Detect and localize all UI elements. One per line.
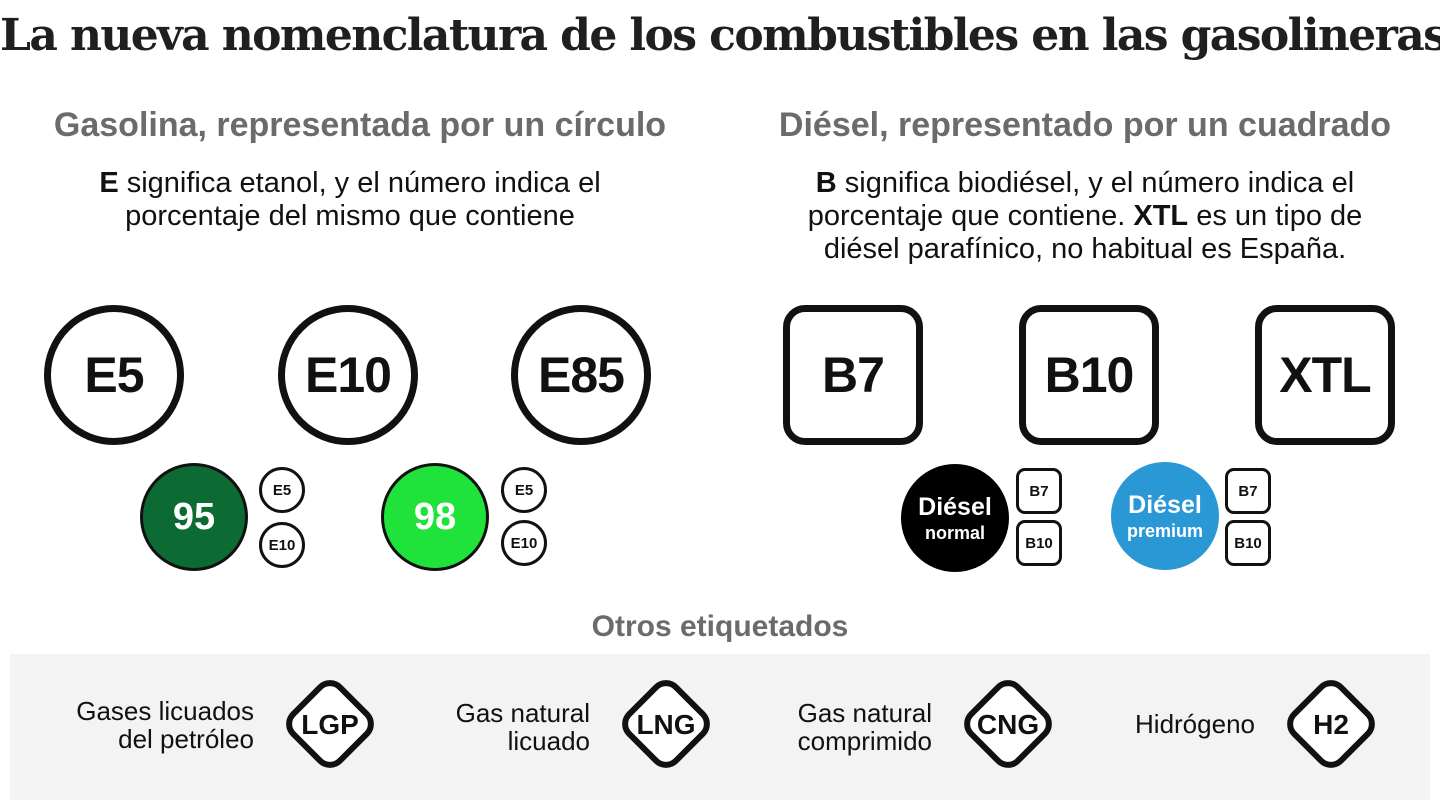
diesel-description: B significa biodiésel, y el número indic… [735,167,1435,266]
pump-95: 95 [140,463,248,571]
diesel-desc-text2a: porcentaje que contiene. [807,200,1134,232]
pump-95-compatible-e5: E5 [259,467,305,513]
other-label-h2-line1: Hidrógeno [1135,709,1255,739]
pump-diesel-normal-line2: normal [924,522,985,543]
pump-diesel-normal-compatible-b7: B7 [1016,468,1062,514]
pump-98-compatible-e10: E10 [501,520,547,566]
diesel-desc-text1: significa biodiésel, y el número indica … [836,167,1355,199]
others-heading: Otros etiquetados [591,610,849,643]
gasoline-desc-text2: porcentaje del mismo que contiene [125,200,575,232]
pump-diesel-premium-line2: premium [1126,520,1204,541]
gasoline-description: E significa etanol, y el número indica e… [0,167,700,233]
diamond-lng-code: LNG [636,709,695,740]
pump-diesel-normal-line1: Diésel [918,492,992,521]
diamond-cng-code: CNG [977,709,1039,740]
diamond-lng-shape [622,680,710,768]
pump-98-compatible-e5: E5 [501,467,547,513]
other-label-lgp-line2: del petróleo [118,724,254,754]
other-label-h2: Hidrógeno [1080,710,1255,738]
diamond-cng-shape [964,680,1052,768]
label-e10-circle: E10 [278,305,418,445]
other-label-cng: Gas natural comprimido [720,699,932,755]
pump-98: 98 [381,463,489,571]
diamond-h2-code: H2 [1313,709,1349,740]
other-label-cng-line2: comprimido [797,726,932,756]
others-panel [10,654,1430,800]
label-b7-square: B7 [783,305,923,445]
gasoline-desc-bold: E [99,167,119,199]
label-xtl-square: XTL [1255,305,1395,445]
diamond-lgp: LGP [286,680,374,768]
label-e85-circle: E85 [511,305,651,445]
diesel-desc-bold1: B [815,167,837,199]
other-label-lng: Gas natural licuado [380,699,590,755]
diamond-lgp-code: LGP [301,709,359,740]
diamond-lng: LNG [622,680,710,768]
diesel-desc-bold2: XTL [1133,200,1189,232]
other-label-lng-line2: licuado [507,726,590,756]
pump-diesel-premium: Diésel premium [1111,462,1219,570]
diamond-lgp-shape [286,680,374,768]
diamond-h2-shape [1287,680,1375,768]
gasoline-heading: Gasolina, representada por un círculo [53,106,667,144]
other-label-lng-line1: Gas natural [455,698,590,728]
other-label-cng-line1: Gas natural [797,698,932,728]
diamond-cng: CNG [964,680,1052,768]
diesel-heading: Diésel, representado por un cuadrado [778,106,1392,144]
pump-diesel-normal-compatible-b10: B10 [1016,520,1062,566]
pump-diesel-premium-line1: Diésel [1128,490,1202,519]
pump-diesel-premium-compatible-b7: B7 [1225,468,1271,514]
pump-95-compatible-e10: E10 [259,522,305,568]
main-title: La nueva nomenclatura de los combustible… [0,10,1440,61]
gasoline-desc-text1: significa etanol, y el número indica el [118,167,601,199]
label-b10-square: B10 [1019,305,1159,445]
diesel-desc-text3: diésel parafínico, no habitual es España… [823,233,1347,265]
pump-diesel-normal: Diésel normal [901,464,1009,572]
pump-diesel-premium-compatible-b10: B10 [1225,520,1271,566]
diesel-desc-text2b: es un tipo de [1188,200,1363,232]
other-label-lgp: Gases licuados del petróleo [20,697,254,753]
label-e5-circle: E5 [44,305,184,445]
other-label-lgp-line1: Gases licuados [76,696,254,726]
diamond-h2: H2 [1287,680,1375,768]
